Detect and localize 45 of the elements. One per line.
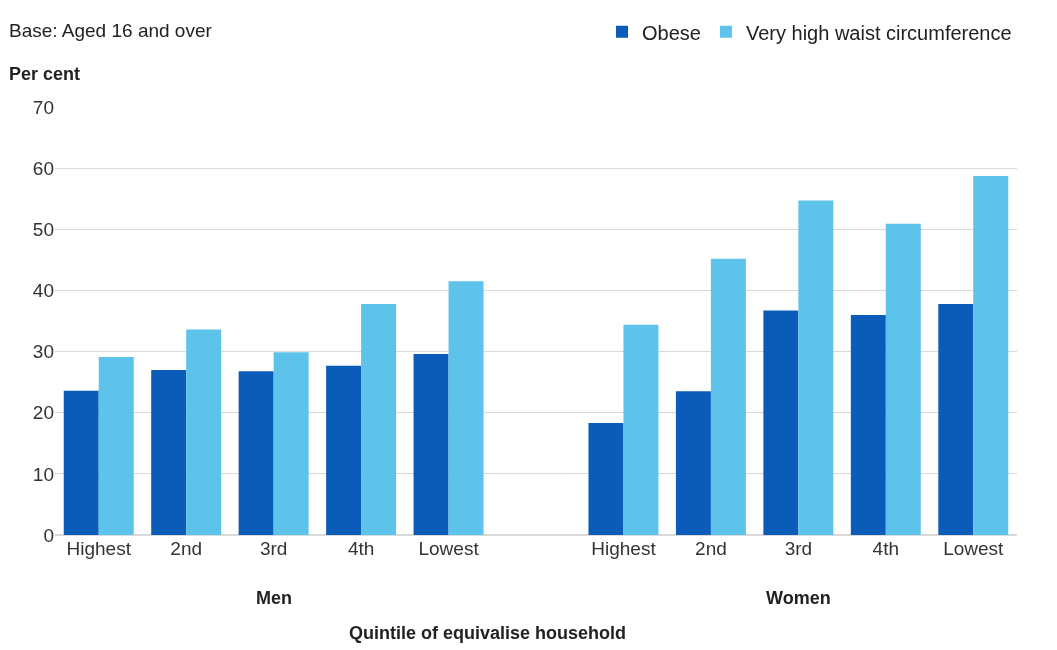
y-tick-label: 30 bbox=[32, 341, 54, 363]
bar bbox=[151, 369, 187, 535]
bar bbox=[798, 200, 834, 535]
y-tick-label: 60 bbox=[32, 157, 54, 179]
bar bbox=[361, 303, 397, 535]
bar bbox=[710, 258, 746, 535]
bar bbox=[588, 423, 624, 535]
x-tick-label: Lowest bbox=[418, 538, 480, 559]
bar bbox=[763, 310, 799, 535]
text: Men bbox=[256, 588, 292, 608]
x-tick-label: 4th bbox=[347, 538, 375, 559]
x-tick-label: Highest bbox=[591, 538, 657, 559]
x-tick-label: 2nd bbox=[695, 538, 727, 559]
x-tick-label: Highest bbox=[66, 538, 132, 559]
bar bbox=[448, 281, 484, 535]
x-tick-label: 3rd bbox=[784, 538, 813, 559]
y-tick-label: 40 bbox=[32, 280, 54, 302]
y-tick-label: 70 bbox=[32, 96, 54, 118]
bar bbox=[413, 354, 449, 535]
bar bbox=[238, 371, 274, 535]
x-tick-label: Lowest bbox=[943, 538, 1005, 559]
bar bbox=[326, 365, 362, 535]
y-axis-title: Per cent bbox=[9, 64, 81, 84]
bar bbox=[186, 329, 222, 535]
x-tick-label: 2nd bbox=[170, 538, 203, 559]
bar bbox=[973, 176, 1009, 535]
bar bbox=[273, 352, 309, 535]
bar bbox=[938, 303, 974, 535]
text: Base: Aged 16 and over bbox=[9, 20, 213, 41]
x-tick-label: 4th bbox=[872, 538, 900, 559]
y-tick-label: 0 bbox=[43, 524, 54, 546]
bar bbox=[98, 357, 134, 535]
bar bbox=[850, 314, 886, 535]
bar bbox=[885, 223, 921, 535]
y-tick-label: 50 bbox=[32, 218, 54, 240]
x-tick-label: 3rd bbox=[259, 538, 288, 559]
bar bbox=[675, 391, 711, 535]
y-tick-label: 20 bbox=[32, 402, 54, 424]
text: Women bbox=[766, 588, 831, 608]
y-tick-label: 10 bbox=[32, 463, 54, 485]
bar bbox=[623, 324, 659, 535]
legend-label: Very high waist circumference bbox=[745, 21, 1012, 44]
x-axis-title: Quintile of equivalise household bbox=[349, 623, 627, 643]
bar bbox=[63, 390, 99, 535]
legend-label: Obese bbox=[642, 21, 701, 44]
